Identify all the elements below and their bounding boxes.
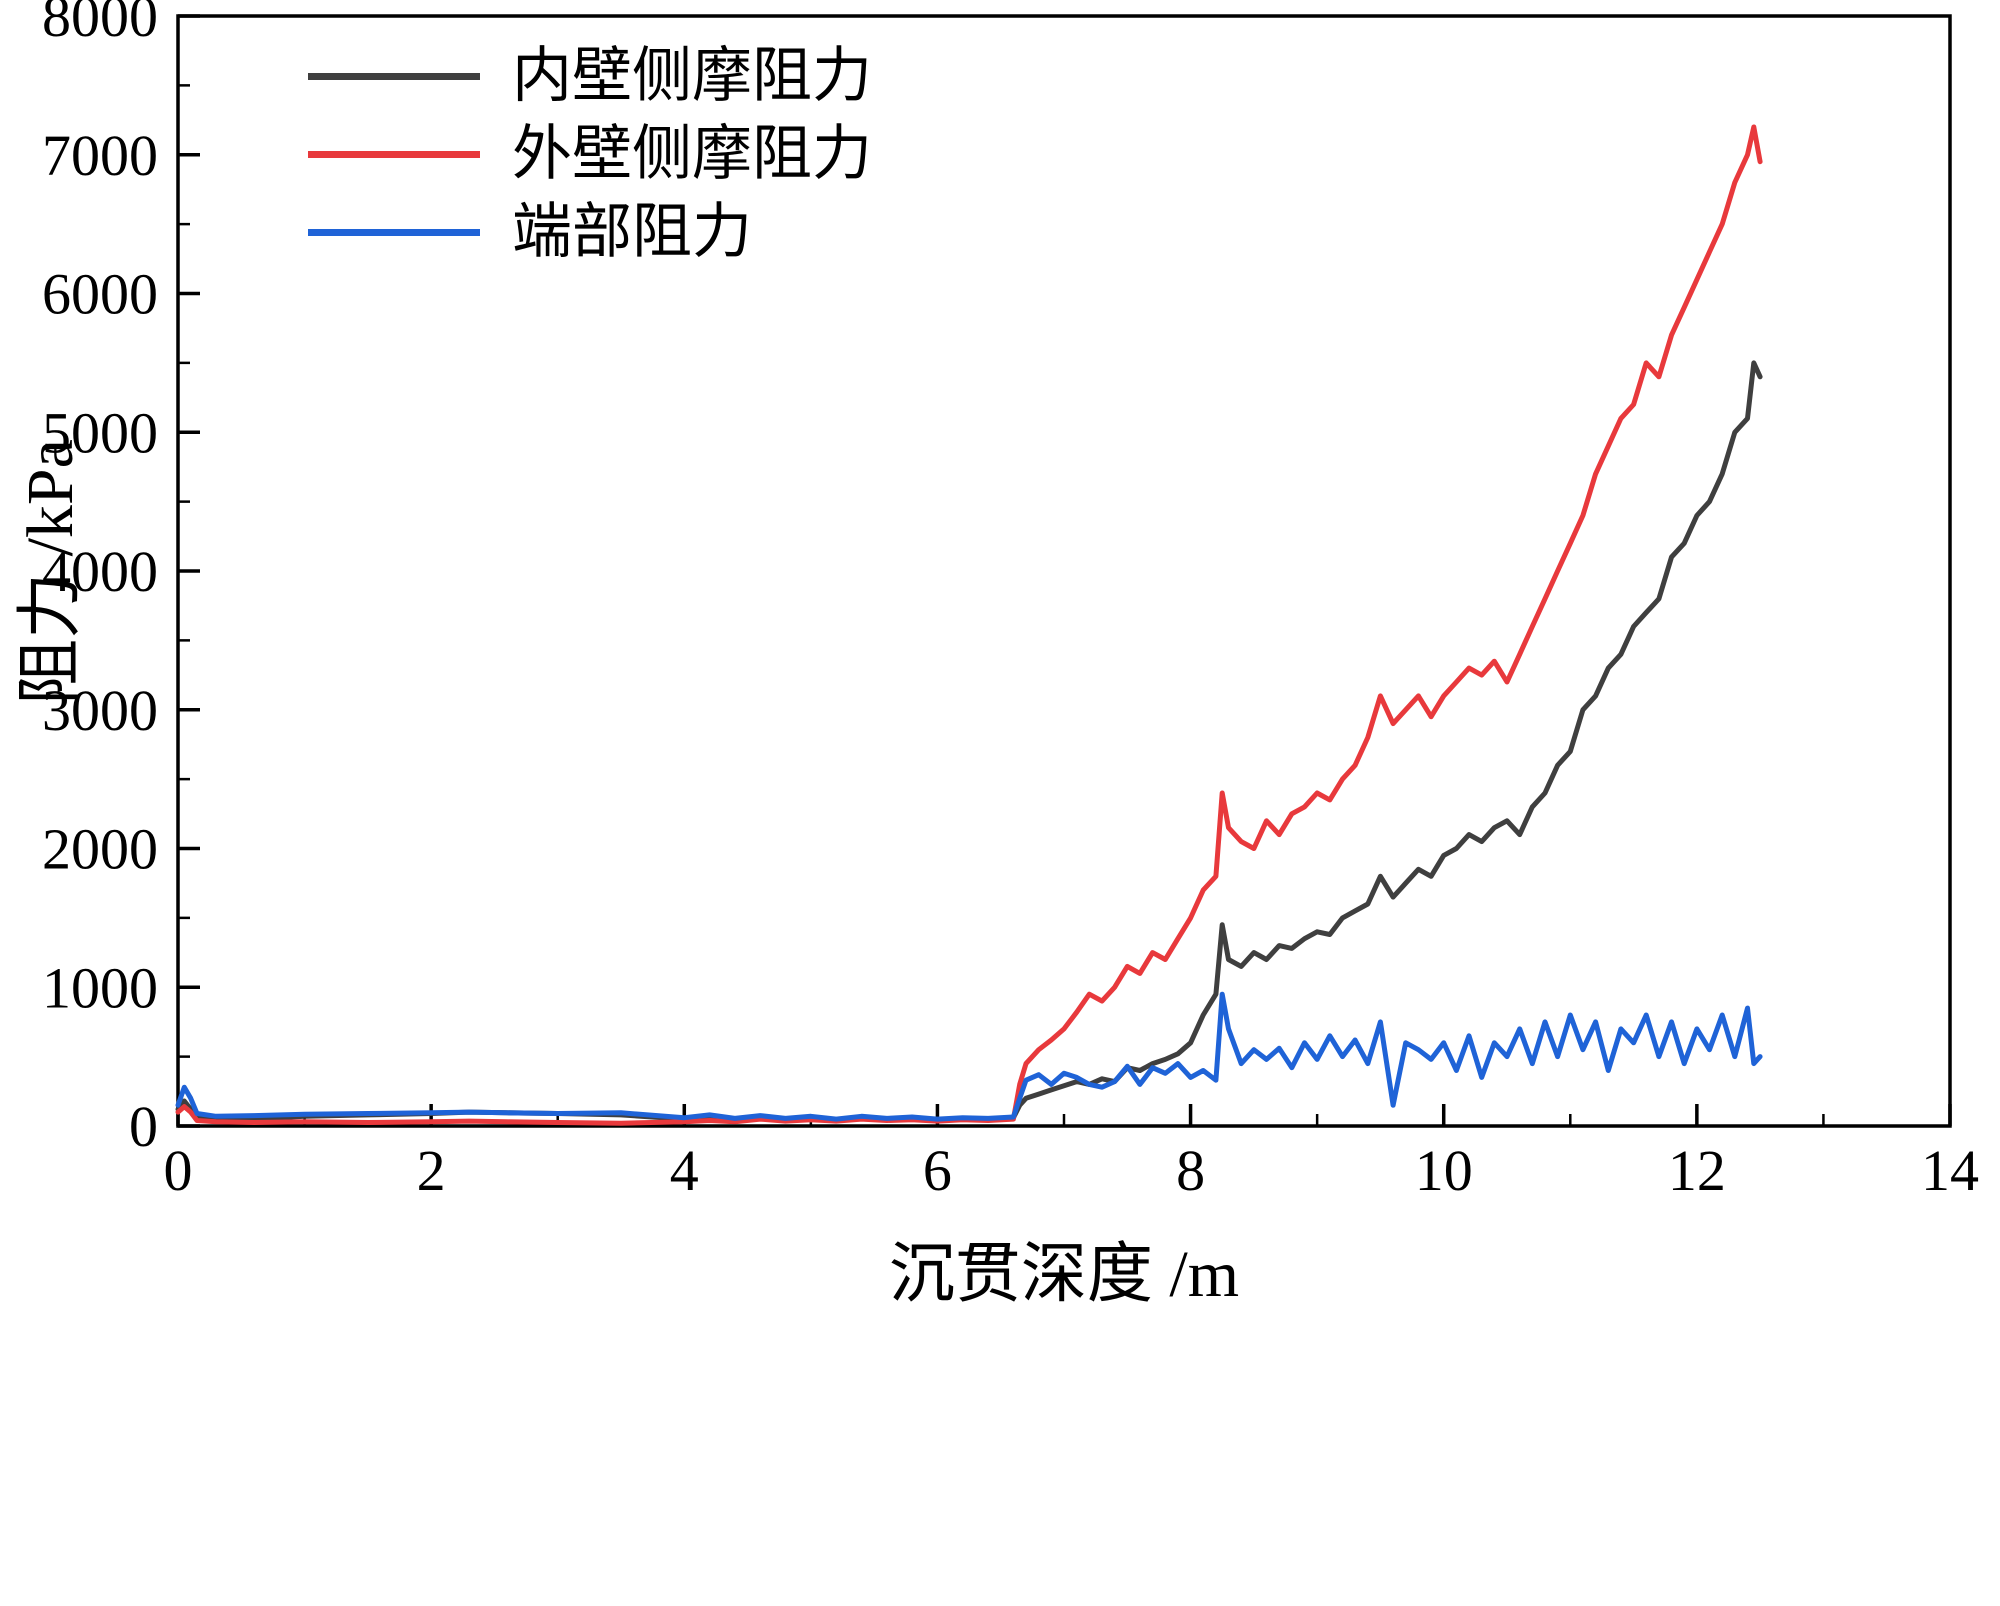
y-tick-label: 4000 <box>42 539 158 604</box>
legend-item-inner-wall-friction: 内壁侧摩阻力 <box>308 44 872 108</box>
x-tick-label: 0 <box>164 1138 193 1203</box>
x-tick-label: 6 <box>923 1138 952 1203</box>
y-tick-label: 3000 <box>42 678 158 743</box>
x-tick-label: 12 <box>1668 1138 1726 1203</box>
series-line-1 <box>175 124 1763 1126</box>
x-tick-label: 2 <box>417 1138 446 1203</box>
y-tick-label: 2000 <box>42 817 158 882</box>
legend-line-swatch-outer-wall <box>308 150 480 158</box>
y-tick-label: 7000 <box>42 123 158 188</box>
legend-item-end-resistance: 端部阻力 <box>308 200 872 264</box>
y-tick-label: 1000 <box>42 955 158 1020</box>
legend-label-inner-wall: 内壁侧摩阻力 <box>512 43 872 109</box>
legend-line-swatch-end-resistance <box>308 228 480 236</box>
legend-item-outer-wall-friction: 外壁侧摩阻力 <box>308 122 872 186</box>
y-tick-label: 6000 <box>42 262 158 327</box>
y-tick-label: 0 <box>129 1094 158 1159</box>
x-axis-title: 沉贯深度 /m <box>888 1238 1240 1311</box>
x-tick-label: 14 <box>1921 1138 1979 1203</box>
series-line-2 <box>175 991 1763 1122</box>
y-tick-label: 8000 <box>42 0 158 49</box>
legend-label-end-resistance: 端部阻力 <box>512 199 752 265</box>
x-tick-label: 4 <box>670 1138 699 1203</box>
x-tick-label: 10 <box>1415 1138 1473 1203</box>
series-line-0 <box>175 360 1763 1123</box>
x-tick-label: 8 <box>1176 1138 1205 1203</box>
legend-line-swatch-inner-wall <box>308 72 480 80</box>
legend: 内壁侧摩阻力 外壁侧摩阻力 端部阻力 <box>308 44 872 264</box>
legend-label-outer-wall: 外壁侧摩阻力 <box>512 121 872 187</box>
y-axis-title: 阻力 /kPa <box>14 439 87 705</box>
y-tick-label: 5000 <box>42 400 158 465</box>
